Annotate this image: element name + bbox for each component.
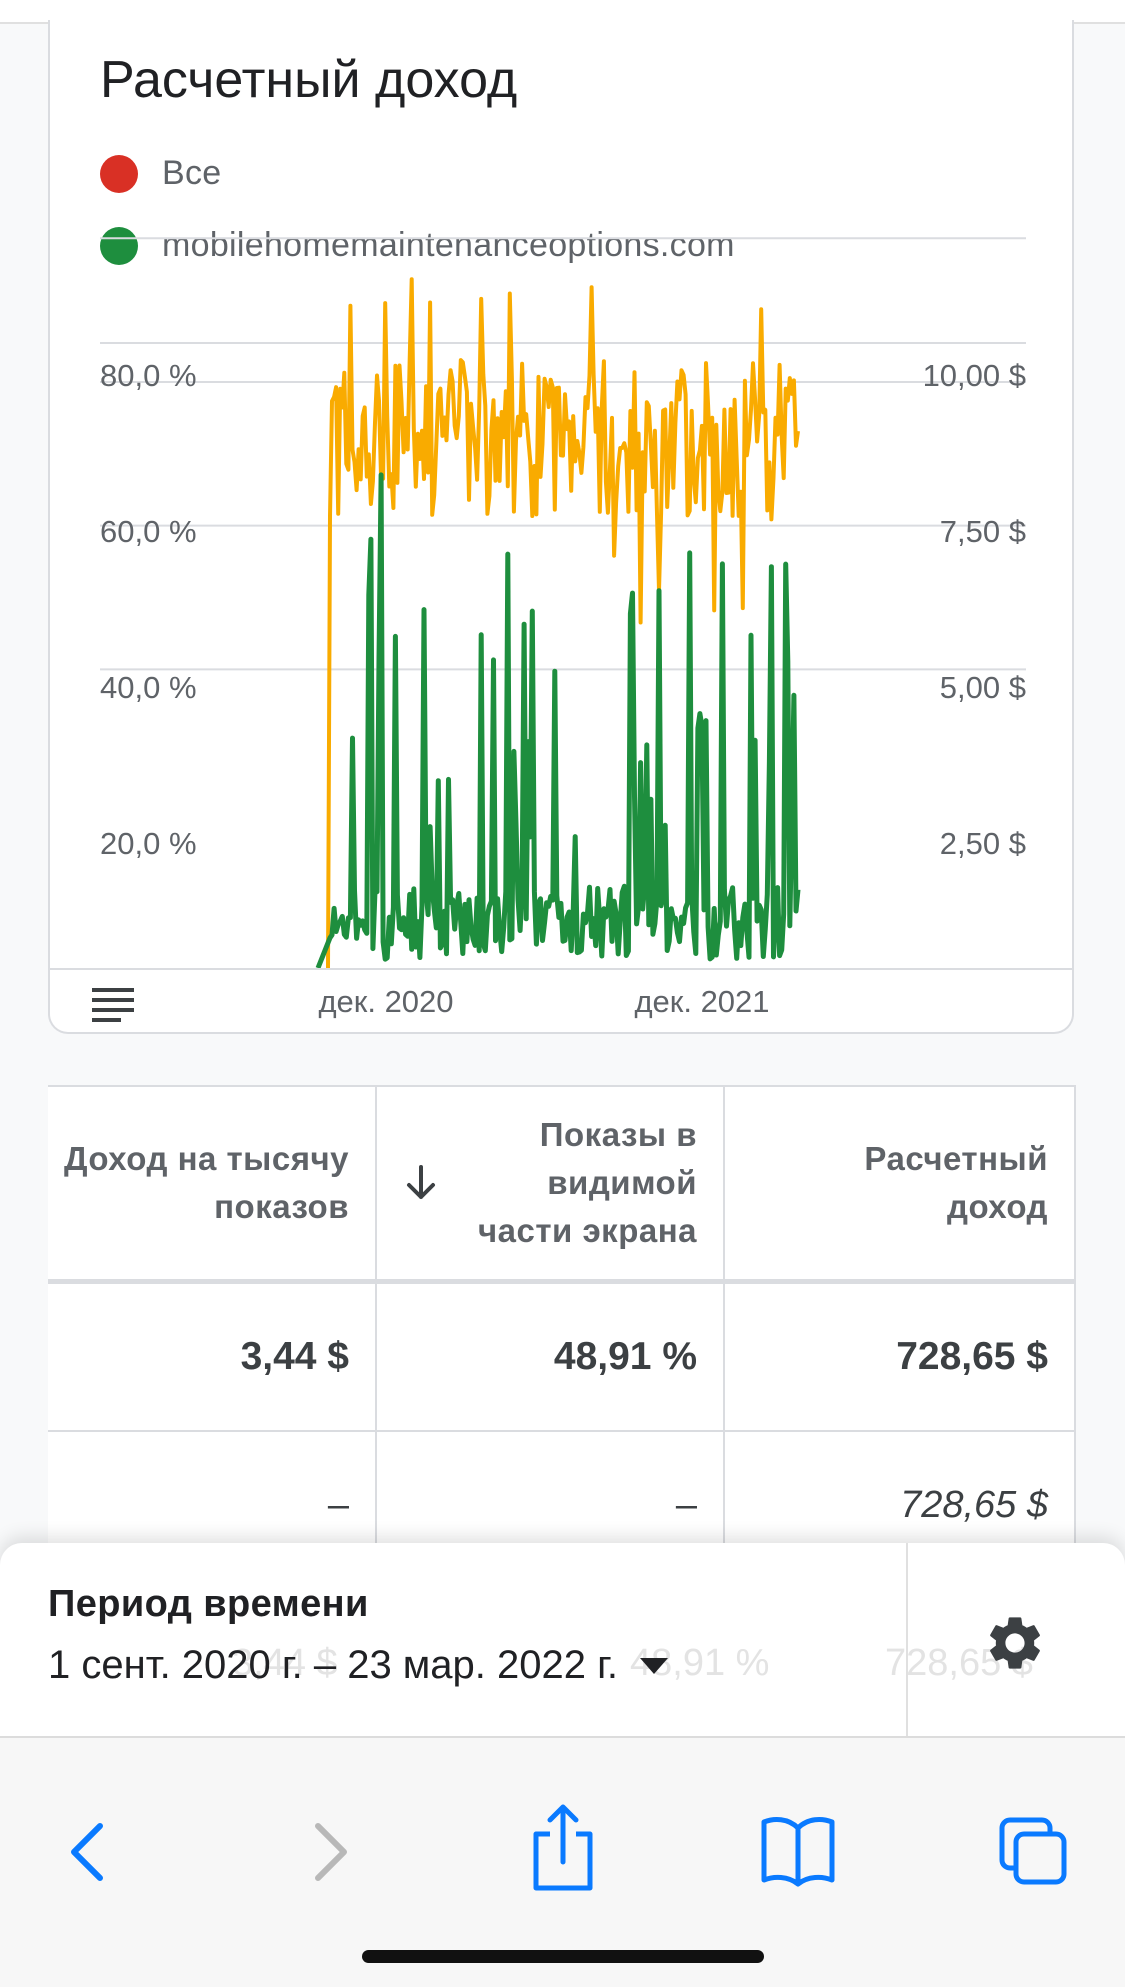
chevron-left-icon[interactable] <box>60 1788 120 1908</box>
caret-down-icon <box>639 1657 668 1674</box>
x-tick-label: дек. 2020 <box>318 984 453 1019</box>
legend-label: mobilehomemaintenanceoptions.com <box>162 226 735 264</box>
card-title: Расчетный доход <box>100 51 518 109</box>
y-left-tick-label: 80,0 % <box>100 358 197 393</box>
menu-lines-icon[interactable] <box>92 988 134 1022</box>
header-revenue[interactable]: Расчетный доход <box>725 1087 1076 1279</box>
y-right-tick-label: 7,50 $ <box>940 514 1026 549</box>
cell-revenue: 728,65 $ <box>725 1284 1076 1430</box>
legend-label: Все <box>162 154 222 192</box>
cell-revenue: 728,65 $ <box>725 1432 1076 1578</box>
x-axis-line <box>50 968 1072 970</box>
y-right-tick-label: 10,00 $ <box>923 358 1026 393</box>
legend-item-all[interactable]: Все <box>100 154 222 193</box>
arrow-down-icon <box>407 1165 435 1199</box>
header-viewability[interactable]: Показы в видимой части экрана <box>377 1087 725 1279</box>
y-left-tick-label: 20,0 % <box>100 826 197 861</box>
y-left-tick-label: 60,0 % <box>100 514 197 549</box>
share-icon[interactable] <box>526 1788 600 1908</box>
chevron-right-icon[interactable] <box>300 1788 360 1908</box>
y-right-tick-label: 2,50 $ <box>940 826 1026 861</box>
sheet-divider <box>906 1543 908 1738</box>
header-rpm[interactable]: Доход на тысячу показов <box>48 1087 377 1279</box>
y-right-tick-label: 5,00 $ <box>940 670 1026 705</box>
browser-toolbar <box>0 1736 1125 1987</box>
metrics-table: Доход на тысячу показов Показы в видимой… <box>48 1085 1076 1580</box>
date-range-sheet[interactable]: 3,44 $ 48,91 % 728,65 $ Период времени 1… <box>0 1543 1125 1738</box>
book-icon[interactable] <box>758 1788 838 1908</box>
cell-viewability: 48,91 % <box>377 1284 725 1430</box>
tabs-icon[interactable] <box>996 1788 1072 1908</box>
gear-icon[interactable] <box>983 1611 1047 1675</box>
table-header: Доход на тысячу показов Показы в видимой… <box>48 1087 1076 1284</box>
series-line-site <box>315 472 801 969</box>
revenue-chart-card: Расчетный доход Все mobilehomemaintenanc… <box>48 20 1074 1034</box>
table-row-total: 3,44 $ 48,91 % 728,65 $ <box>48 1284 1076 1432</box>
sheet-title: Период времени <box>48 1583 369 1625</box>
legend-item-site[interactable]: mobilehomemaintenanceoptions.com <box>100 226 735 265</box>
cell-rpm: – <box>48 1432 377 1578</box>
legend-dot-green <box>100 226 138 265</box>
ghost-cell: 3,44 $ <box>232 1642 338 1684</box>
cell-viewability: – <box>377 1432 725 1578</box>
cell-rpm: 3,44 $ <box>48 1284 377 1430</box>
home-indicator <box>362 1950 764 1963</box>
line-chart[interactable]: 80,0 % 60,0 % 40,0 % 20,0 % 10,00 $ 7,50 $ 5,… <box>50 20 1072 1020</box>
date-range-text: 1 сент. 2020 г. – 23 мар. 2022 г. <box>48 1643 618 1687</box>
x-tick-label: дек. 2021 <box>634 984 769 1019</box>
y-left-tick-label: 40,0 % <box>100 670 197 705</box>
series-line-viewability <box>326 277 800 969</box>
legend-dot-red <box>100 154 138 193</box>
date-range-selector[interactable]: 1 сент. 2020 г. – 23 мар. 2022 г. <box>48 1643 668 1688</box>
